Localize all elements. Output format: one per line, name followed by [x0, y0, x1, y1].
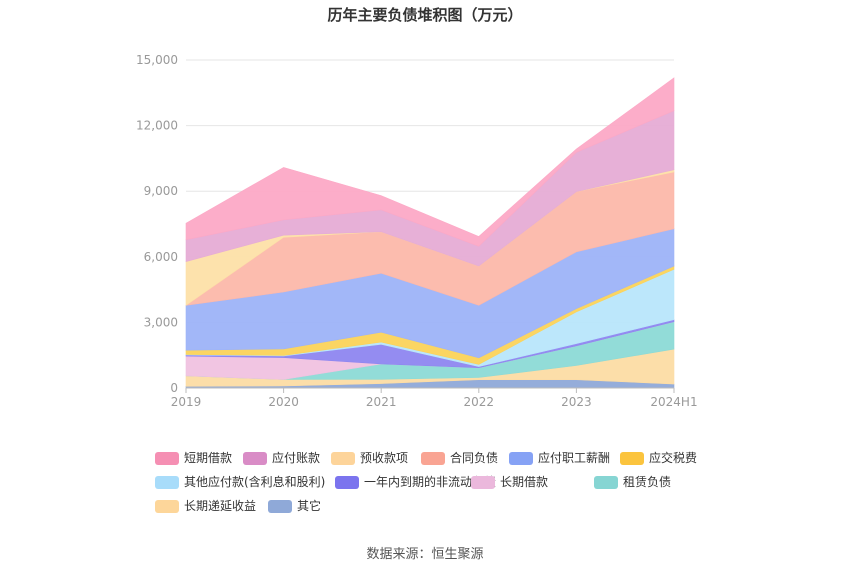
legend-label: 长期递延收益 [184, 499, 256, 513]
legend-swatch [243, 452, 267, 465]
x-tick-label: 2020 [268, 395, 299, 409]
legend-label: 一年内到期的非流动负债 [364, 474, 496, 489]
y-tick-label: 6,000 [144, 250, 178, 264]
legend-label: 合同负债 [450, 450, 498, 465]
legend-label: 其他应付款(含利息和股利) [184, 474, 325, 489]
legend-item[interactable]: 长期递延收益 [155, 499, 256, 513]
legend-item[interactable]: 短期借款 [155, 451, 232, 465]
legend-swatch [509, 452, 533, 465]
legend-item[interactable]: 租赁负债 [594, 475, 671, 489]
x-tick-label: 2024H1 [650, 395, 697, 409]
legend-item[interactable]: 一年内到期的非流动负债 [335, 474, 496, 489]
x-tick-label: 2022 [464, 395, 495, 409]
legend-swatch [155, 476, 179, 489]
y-tick-label: 15,000 [136, 53, 178, 67]
area-series [185, 77, 675, 247]
area-series-group [185, 77, 675, 389]
legend-item[interactable]: 其他应付款(含利息和股利) [155, 474, 325, 489]
legend-swatch [471, 476, 495, 489]
data-source-note: 数据来源：恒生聚源 [366, 547, 483, 562]
legend-swatch [620, 452, 644, 465]
legend-label: 短期借款 [184, 451, 232, 465]
legend-swatch [421, 452, 445, 465]
legend-item[interactable]: 应付职工薪酬 [509, 450, 610, 465]
legend-swatch [155, 452, 179, 465]
legend-swatch [155, 500, 179, 513]
y-tick-label: 12,000 [136, 119, 178, 133]
legend-label: 租赁负债 [623, 475, 671, 489]
y-tick-label: 0 [170, 381, 178, 395]
legend-item[interactable]: 应交税费 [620, 450, 697, 465]
axes: 0 3,000 6,000 9,000 12,000 15,000 2019 2020 2021… [136, 53, 698, 409]
legend-label: 其它 [297, 498, 321, 513]
legend-label: 应付职工薪酬 [538, 450, 610, 465]
legend-item[interactable]: 应付账款 [243, 450, 320, 465]
legend-item[interactable]: 长期借款 [471, 475, 548, 489]
legend-swatch [268, 500, 292, 513]
legend-label: 应付账款 [272, 450, 320, 465]
legend-item[interactable]: 其它 [268, 498, 321, 513]
x-tick-label: 2019 [171, 395, 202, 409]
x-tick-label: 2021 [366, 395, 397, 409]
legend-swatch [331, 452, 355, 465]
legend-label: 应交税费 [649, 450, 697, 465]
y-tick-label: 9,000 [144, 184, 178, 198]
legend-item[interactable]: 预收款项 [331, 451, 408, 465]
chart-title: 历年主要负债堆积图（万元） [327, 6, 522, 24]
legend-item[interactable]: 合同负债 [421, 450, 498, 465]
y-tick-label: 3,000 [144, 315, 178, 329]
x-tick-label: 2023 [561, 395, 592, 409]
legend-swatch [335, 476, 359, 489]
legend-label: 长期借款 [500, 475, 548, 489]
legend-swatch [594, 476, 618, 489]
legend-label: 预收款项 [360, 451, 408, 465]
